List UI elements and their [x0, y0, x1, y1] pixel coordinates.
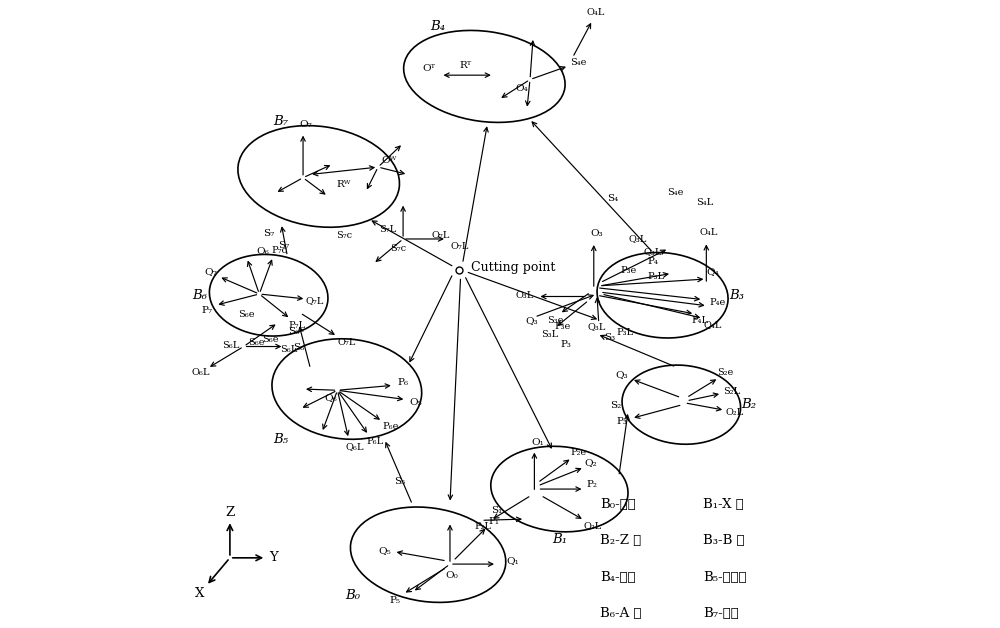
Text: S₄e: S₄e [571, 58, 587, 67]
Text: S₃L: S₃L [541, 330, 559, 338]
Text: B₀: B₀ [346, 589, 361, 602]
Text: P₂: P₂ [586, 480, 597, 489]
Text: S₂L: S₂L [723, 387, 740, 396]
Text: B₆-A 轴: B₆-A 轴 [600, 607, 642, 620]
Text: S₇c: S₇c [390, 244, 406, 254]
Text: P₃: P₃ [560, 340, 571, 349]
Text: P₆: P₆ [398, 378, 409, 387]
Text: Cutting point: Cutting point [471, 261, 555, 274]
Text: Oᵀ: Oᵀ [423, 65, 436, 73]
Text: P₃L: P₃L [648, 272, 665, 281]
Text: S₆L: S₆L [222, 341, 240, 350]
Text: Rᵀ: Rᵀ [460, 62, 472, 70]
Text: X: X [195, 587, 205, 600]
Text: Q₃L: Q₃L [588, 322, 606, 331]
Text: Q₆: Q₆ [325, 393, 338, 403]
Text: B₃: B₃ [729, 289, 744, 301]
Text: O₇L: O₇L [338, 338, 356, 347]
Text: P₅: P₅ [389, 596, 400, 605]
Text: P₃L: P₃L [616, 328, 634, 337]
Text: B₅: B₅ [274, 433, 289, 445]
Text: B₄-刀具: B₄-刀具 [600, 571, 636, 583]
Text: Y: Y [269, 551, 278, 565]
Text: O₂L: O₂L [725, 408, 744, 416]
Text: B₄: B₄ [430, 20, 445, 33]
Text: Q₇: Q₇ [204, 267, 217, 276]
Text: P₃: P₃ [616, 417, 627, 426]
Text: S₆e: S₆e [239, 310, 255, 318]
Text: O₄L: O₄L [586, 8, 605, 16]
Text: Q₃L: Q₃L [628, 234, 647, 244]
Text: P₂e: P₂e [570, 448, 586, 457]
Text: S₆: S₆ [288, 327, 299, 336]
Text: S₂: S₂ [610, 401, 621, 411]
Text: S₃: S₃ [604, 333, 615, 342]
Text: S₆: S₆ [293, 344, 304, 352]
Text: Q₁: Q₁ [506, 556, 519, 565]
Text: B₁-X 轴: B₁-X 轴 [703, 498, 744, 511]
Text: Q₃L: Q₃L [644, 247, 662, 256]
Text: P₄: P₄ [648, 257, 659, 266]
Text: P₄L: P₄L [692, 316, 709, 325]
Text: O₀: O₀ [445, 571, 458, 580]
Text: S₇L: S₇L [379, 225, 396, 234]
Text: P₃e: P₃e [554, 322, 571, 331]
Text: O₁: O₁ [531, 438, 544, 447]
Text: P₆e: P₆e [382, 422, 399, 431]
Text: P₇L: P₇L [288, 321, 305, 330]
Text: P₂L: P₂L [474, 522, 491, 531]
Text: S₆L: S₆L [280, 345, 297, 354]
Text: B₂: B₂ [741, 398, 756, 411]
Text: O₄L: O₄L [699, 228, 717, 237]
Text: S₆e: S₆e [248, 338, 264, 347]
Text: Q₃: Q₃ [525, 316, 538, 325]
Text: B₇: B₇ [274, 115, 289, 128]
Text: B₃-B 轴: B₃-B 轴 [703, 534, 745, 548]
Text: S₁: S₁ [491, 506, 502, 515]
Text: O₆: O₆ [256, 247, 269, 256]
Text: O₃: O₃ [591, 229, 603, 239]
Text: B₆: B₆ [192, 289, 207, 301]
Text: S₄e: S₄e [667, 188, 683, 197]
Text: B₇-工件: B₇-工件 [703, 607, 739, 620]
Text: S₆e: S₆e [262, 335, 278, 344]
Text: S₃e: S₃e [547, 316, 563, 325]
Text: Q₃: Q₃ [616, 370, 628, 379]
Text: Z: Z [225, 506, 235, 519]
Text: O₇L: O₇L [431, 231, 450, 241]
Text: O₃L: O₃L [516, 291, 534, 300]
Text: O₇L: O₇L [450, 242, 469, 251]
Text: Rᵂ: Rᵂ [336, 180, 351, 190]
Text: O₆L: O₆L [192, 368, 210, 377]
Text: S₂e: S₂e [717, 368, 733, 377]
Text: Q₅: Q₅ [378, 546, 391, 555]
Text: Oᵂ: Oᵂ [382, 156, 397, 165]
Text: B₂-Z 轴: B₂-Z 轴 [600, 534, 641, 548]
Text: Q₄L: Q₄L [703, 320, 722, 329]
Text: Q₆L: Q₆L [346, 442, 364, 451]
Text: P₇: P₇ [202, 306, 213, 315]
Text: S₄: S₄ [607, 194, 618, 203]
Text: S₇: S₇ [263, 229, 274, 239]
Text: S₇: S₇ [278, 241, 289, 250]
Text: P₆L: P₆L [366, 437, 384, 446]
Text: O₄: O₄ [515, 84, 528, 94]
Text: S₅: S₅ [394, 477, 406, 486]
Text: B₀-床身: B₀-床身 [600, 498, 636, 511]
Text: O₅: O₅ [409, 398, 422, 408]
Text: P₄e: P₄e [709, 298, 726, 307]
Text: P₁: P₁ [488, 517, 499, 526]
Text: S₇c: S₇c [336, 231, 352, 241]
Text: O₇: O₇ [300, 120, 313, 129]
Text: Q₇L: Q₇L [305, 296, 323, 305]
Text: P₇c: P₇c [271, 246, 287, 255]
Text: Q₄: Q₄ [706, 267, 719, 276]
Text: S₄L: S₄L [696, 198, 714, 207]
Text: P₃e: P₃e [620, 266, 636, 274]
Text: Q₂L: Q₂L [583, 521, 602, 530]
Text: B₅-工作台: B₅-工作台 [703, 571, 747, 583]
Text: Q₂: Q₂ [584, 458, 597, 467]
Text: B₁: B₁ [552, 533, 567, 546]
